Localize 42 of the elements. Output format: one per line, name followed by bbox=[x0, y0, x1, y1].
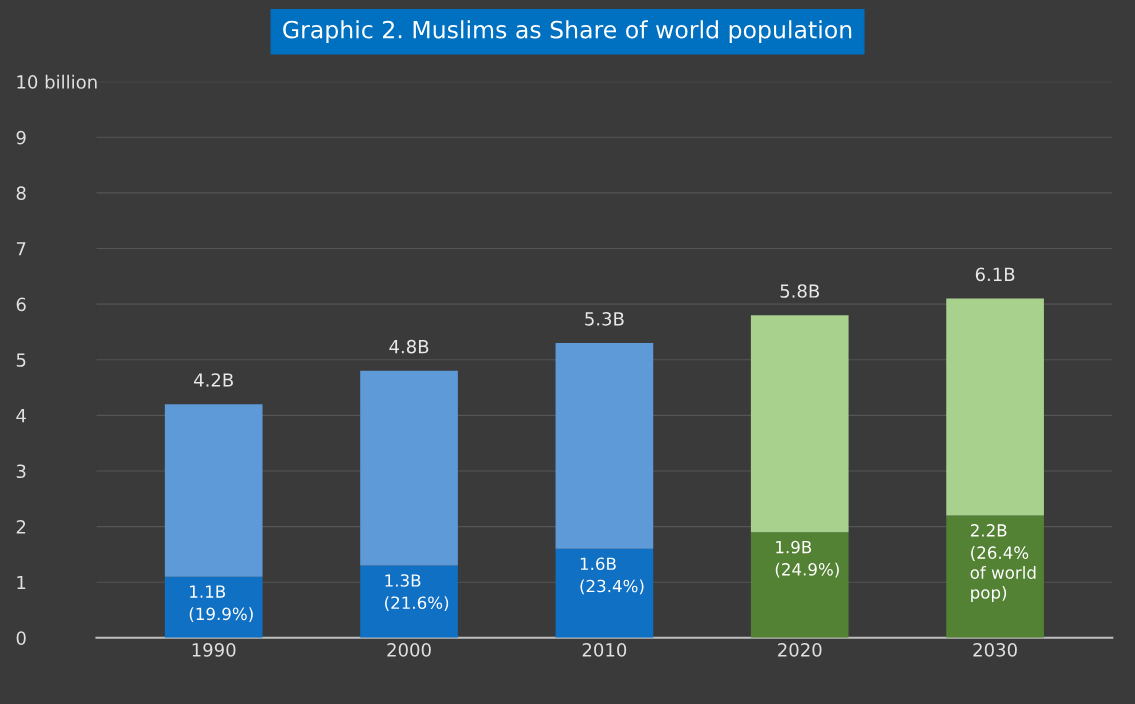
total-label: 4.8B bbox=[389, 339, 429, 354]
bar bbox=[360, 370, 458, 566]
x-tick-label: 1990 bbox=[192, 643, 236, 657]
bar bbox=[555, 548, 654, 638]
x-tick-label: 2030 bbox=[973, 643, 1017, 657]
data-label: 1.9B bbox=[776, 540, 812, 554]
bar bbox=[750, 315, 849, 533]
annotation: (19.9%) bbox=[189, 607, 253, 623]
total-label: 6.1B bbox=[975, 267, 1015, 282]
data-label: 1.1B bbox=[190, 585, 226, 598]
x-tick-label: 2010 bbox=[582, 643, 627, 657]
total-label: 5.3B bbox=[585, 312, 624, 326]
y-tick-label: 8 bbox=[16, 186, 26, 201]
annotation: (24.9%) bbox=[775, 562, 839, 578]
chart-title: Graphic 2. Muslims as Share of world population bbox=[283, 20, 852, 44]
x-tick-label: 2000 bbox=[387, 643, 431, 657]
annotation: (23.4%) bbox=[580, 579, 644, 595]
annotation: (26.4% of world pop) bbox=[970, 546, 1036, 603]
y-tick-label: 2 bbox=[16, 520, 26, 534]
bar bbox=[164, 576, 263, 638]
bar bbox=[164, 404, 263, 577]
bar bbox=[360, 565, 458, 638]
y-tick-label: 1 bbox=[17, 575, 26, 590]
annotation: (21.6%) bbox=[385, 596, 449, 611]
y-tick-label: 0 bbox=[16, 631, 26, 645]
y-tick-label: 6 bbox=[16, 297, 26, 312]
y-tick-label: 9 bbox=[16, 130, 26, 145]
y-tick-label: 5 bbox=[16, 353, 26, 367]
bar bbox=[555, 343, 654, 549]
y-tick-label: 3 bbox=[16, 464, 26, 479]
bar bbox=[946, 515, 1044, 638]
x-tick-label: 2020 bbox=[778, 643, 822, 657]
y-tick-label: 10 billion bbox=[17, 74, 97, 89]
data-label: 2.2B bbox=[970, 524, 1007, 537]
y-tick-label: 7 bbox=[16, 242, 26, 256]
total-label: 5.8B bbox=[780, 284, 820, 298]
bar bbox=[946, 298, 1044, 516]
data-label: 1.3B bbox=[385, 574, 421, 587]
bar bbox=[750, 532, 849, 638]
total-label: 4.2B bbox=[194, 373, 233, 387]
y-tick-label: 4 bbox=[16, 409, 26, 423]
data-label: 1.6B bbox=[580, 557, 616, 571]
